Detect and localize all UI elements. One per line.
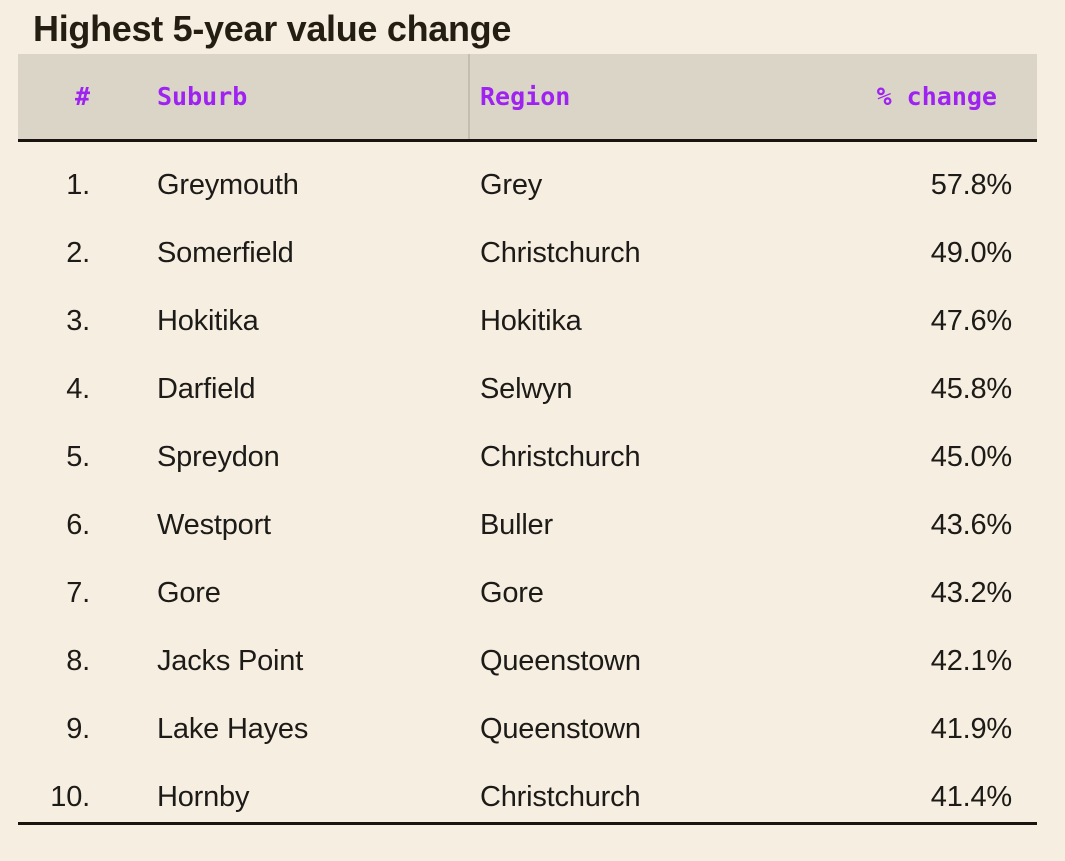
suburb-cell: Darfield [157, 372, 256, 405]
suburb-cell: Somerfield [157, 236, 294, 269]
change-cell: 43.2% [930, 576, 1012, 609]
change-cell: 49.0% [930, 236, 1012, 269]
region-cell: Buller [480, 508, 553, 541]
change-cell: 45.8% [930, 372, 1012, 405]
change-cell: 47.6% [930, 304, 1012, 337]
table-header-row: # Suburb Region % change [18, 54, 1037, 142]
rank-cell: 5. [66, 440, 90, 473]
suburb-cell: Spreydon [157, 440, 280, 473]
table-body: 1. Greymouth Grey 57.8% 2. Somerfield Christch… [18, 142, 1037, 825]
header-change: % change [876, 82, 997, 111]
change-cell: 45.0% [930, 440, 1012, 473]
header-region: Region [480, 82, 571, 111]
table-row: 4. Darfield Selwyn 45.8% [18, 346, 1037, 414]
header-column-divider [468, 54, 470, 139]
suburb-cell: Hornby [157, 780, 250, 813]
table-row: 1. Greymouth Grey 57.8% [18, 142, 1037, 210]
rank-cell: 3. [66, 304, 90, 337]
table-row: 7. Gore Gore 43.2% [18, 550, 1037, 618]
change-cell: 41.9% [930, 712, 1012, 745]
table-row: 6. Westport Buller 43.6% [18, 482, 1037, 550]
suburb-cell: Greymouth [157, 168, 299, 201]
suburb-cell: Gore [157, 576, 221, 609]
value-change-table: # Suburb Region % change 1. Greymouth Grey… [18, 54, 1037, 825]
region-cell: Grey [480, 168, 543, 201]
table-row: 2. Somerfield Christchurch 49.0% [18, 210, 1037, 278]
region-cell: Christchurch [480, 440, 641, 473]
change-cell: 57.8% [930, 168, 1012, 201]
region-cell: Selwyn [480, 372, 573, 405]
change-cell: 43.6% [930, 508, 1012, 541]
region-cell: Christchurch [480, 236, 641, 269]
table-row: 3. Hokitika Hokitika 47.6% [18, 278, 1037, 346]
suburb-cell: Westport [157, 508, 271, 541]
rank-cell: 7. [66, 576, 90, 609]
region-cell: Queenstown [480, 644, 641, 677]
table-row: 5. Spreydon Christchurch 45.0% [18, 414, 1037, 482]
rank-cell: 2. [66, 236, 90, 269]
suburb-cell: Jacks Point [157, 644, 304, 677]
rank-cell: 10. [50, 780, 90, 813]
rank-cell: 1. [66, 168, 90, 201]
table-row: 9. Lake Hayes Queenstown 41.9% [18, 686, 1037, 754]
rank-cell: 8. [66, 644, 90, 677]
region-cell: Christchurch [480, 780, 641, 813]
header-rank: # [74, 82, 90, 111]
table-row: 8. Jacks Point Queenstown 42.1% [18, 618, 1037, 686]
rank-cell: 9. [66, 712, 90, 745]
page-title: Highest 5-year value change [33, 8, 512, 49]
region-cell: Gore [480, 576, 544, 609]
region-cell: Hokitika [480, 304, 582, 337]
region-cell: Queenstown [480, 712, 641, 745]
header-suburb: Suburb [157, 82, 248, 111]
change-cell: 41.4% [930, 780, 1012, 813]
table-row: 10. Hornby Christchurch 41.4% [18, 754, 1037, 822]
change-cell: 42.1% [930, 644, 1012, 677]
suburb-cell: Hokitika [157, 304, 259, 337]
rank-cell: 4. [66, 372, 90, 405]
suburb-cell: Lake Hayes [157, 712, 309, 745]
rank-cell: 6. [66, 508, 90, 541]
